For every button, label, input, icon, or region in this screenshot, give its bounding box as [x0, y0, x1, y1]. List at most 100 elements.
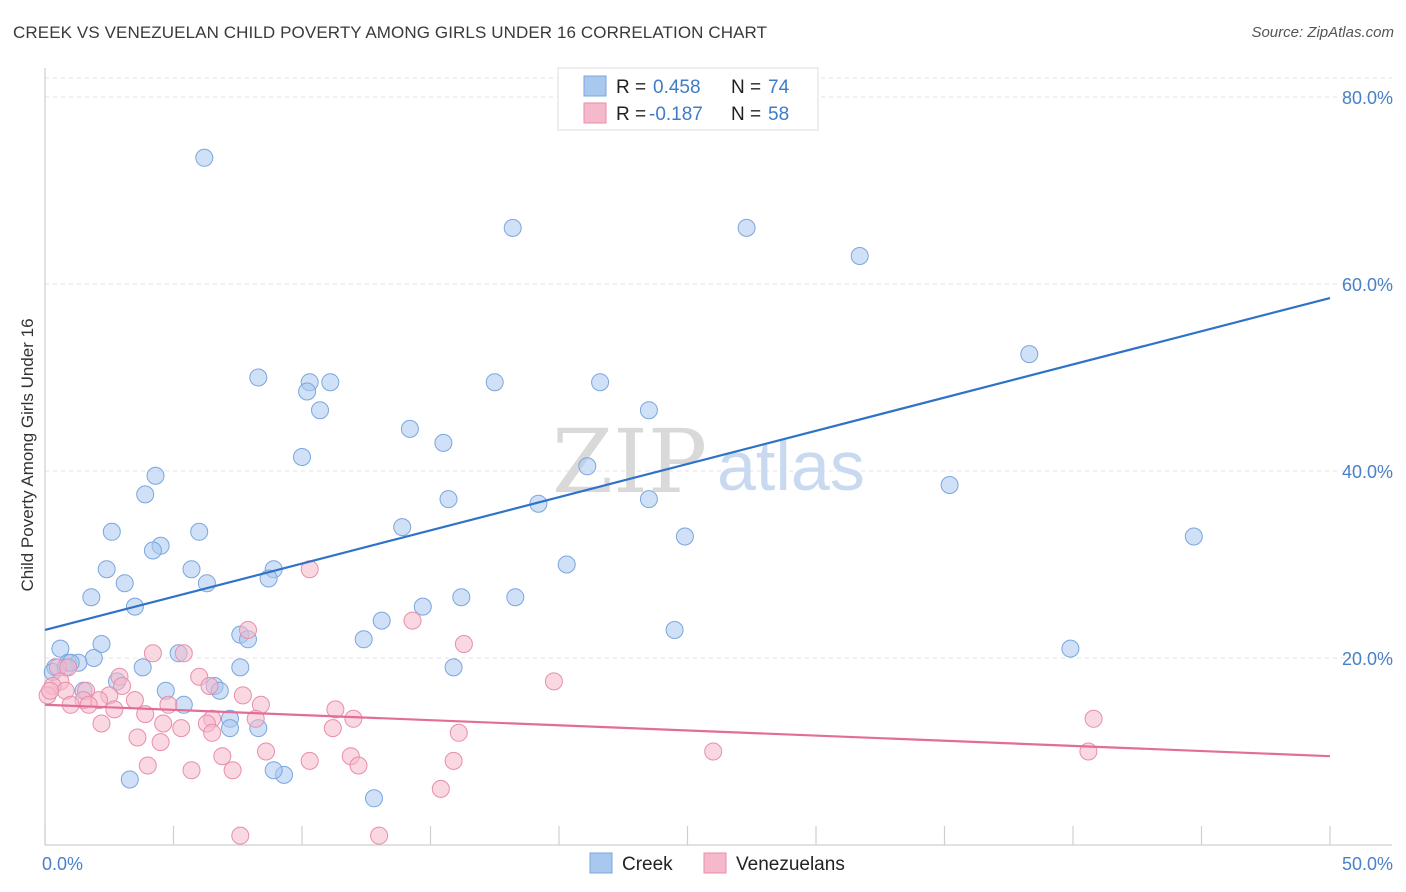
creek-point	[133, 658, 152, 677]
creek-trend-line	[44, 296, 1331, 632]
creek-point	[321, 373, 340, 392]
creek-point	[97, 560, 116, 579]
creek-point	[557, 555, 576, 574]
creek-point	[84, 649, 103, 667]
data-series	[38, 148, 1203, 845]
venezuelans-trend-line	[44, 703, 1331, 758]
creek-point	[400, 419, 419, 438]
creek-point	[675, 527, 694, 546]
legend-bottom-swatch-creek	[589, 852, 613, 874]
legend-n-label-creek: N =	[731, 77, 761, 98]
venezuelans-point	[300, 751, 319, 770]
creek-point	[136, 485, 155, 504]
creek-point	[51, 639, 70, 658]
y-tick-label: 40.0%	[1342, 462, 1393, 482]
creek-point	[182, 560, 201, 579]
venezuelans-point	[151, 733, 170, 752]
venezuelans-point	[213, 747, 232, 766]
venezuelans-point	[105, 700, 124, 719]
venezuelans-point	[172, 719, 191, 738]
creek-point	[115, 574, 134, 593]
venezuelans-point	[449, 723, 468, 742]
creek-point	[190, 522, 209, 541]
series-venezuelans	[38, 560, 1103, 845]
venezuelans-point	[344, 709, 363, 728]
venezuelans-point	[138, 756, 157, 775]
venezuelans-point	[403, 611, 422, 630]
creek-point	[503, 218, 522, 237]
legend-r-value-creek: 0.458	[653, 77, 701, 98]
chart-title: CREEK VS VENEZUELAN CHILD POVERTY AMONG …	[13, 23, 768, 42]
venezuelans-point	[128, 728, 147, 747]
creek-point	[293, 448, 311, 466]
creek-point	[264, 761, 283, 780]
venezuelans-point	[143, 644, 162, 663]
axes	[44, 68, 1392, 846]
creek-point	[639, 401, 658, 420]
creek-point	[737, 218, 756, 237]
creek-point	[92, 635, 111, 653]
creek-point	[1184, 527, 1203, 546]
creek-point	[452, 588, 471, 607]
creek-point	[102, 522, 121, 541]
venezuelans-point	[182, 761, 201, 780]
creek-point	[393, 518, 412, 537]
y-tick-label: 80.0%	[1342, 88, 1393, 108]
creek-point	[639, 490, 658, 509]
y-tick-label: 20.0%	[1342, 649, 1393, 669]
y-tick-label: 60.0%	[1342, 275, 1393, 295]
gridlines	[45, 77, 1392, 659]
creek-point	[195, 148, 214, 167]
creek-point	[311, 401, 329, 420]
creek-point	[146, 466, 165, 485]
venezuelans-point	[1084, 709, 1103, 728]
legend-n-value-creek: 74	[768, 77, 790, 98]
venezuelans-point	[431, 779, 450, 798]
creek-point	[298, 382, 317, 401]
venezuelans-point	[200, 677, 219, 695]
creek-point	[485, 373, 504, 392]
venezuelans-point	[544, 672, 563, 691]
creek-point	[365, 789, 383, 808]
x-tick-label: 0.0%	[42, 854, 83, 874]
venezuelans-point	[246, 709, 265, 728]
creek-point	[372, 611, 391, 630]
creek-point	[665, 621, 684, 639]
legend-swatch-creek	[583, 75, 607, 97]
venezuelans-point	[79, 695, 98, 714]
venezuelans-point	[223, 761, 242, 780]
venezuelans-point	[370, 826, 389, 845]
creek-point	[444, 658, 463, 677]
venezuelans-point	[125, 691, 144, 710]
venezuelans-point	[41, 681, 60, 700]
creek-point	[413, 597, 432, 616]
creek-point	[354, 630, 373, 649]
venezuelans-point	[113, 677, 132, 695]
venezuelans-point	[454, 635, 473, 653]
venezuelans-point	[326, 700, 345, 719]
legend-n-label-venezuelans: N =	[731, 104, 761, 125]
creek-point	[850, 247, 869, 265]
creek-point	[221, 719, 239, 738]
venezuelans-point	[233, 686, 252, 705]
creek-point	[249, 368, 268, 387]
creek-point	[120, 770, 139, 789]
creek-point	[231, 658, 250, 677]
venezuelans-point	[704, 742, 723, 761]
venezuelans-point	[257, 742, 275, 761]
creek-point	[1061, 639, 1080, 658]
venezuelans-point	[154, 714, 173, 733]
venezuelans-point	[323, 719, 342, 738]
venezuelans-point	[239, 621, 257, 639]
legend-bottom-label-venezuelans: Venezuelans	[736, 854, 845, 875]
legend-bottom-swatch-venezuelans	[703, 852, 727, 874]
venezuelans-point	[444, 751, 463, 770]
venezuelans-point	[349, 756, 368, 775]
x-tick-label: 50.0%	[1342, 854, 1393, 874]
creek-point	[439, 490, 458, 509]
creek-point	[82, 588, 101, 607]
creek-point	[1020, 345, 1039, 364]
creek-point	[506, 588, 525, 607]
creek-point	[434, 433, 453, 452]
